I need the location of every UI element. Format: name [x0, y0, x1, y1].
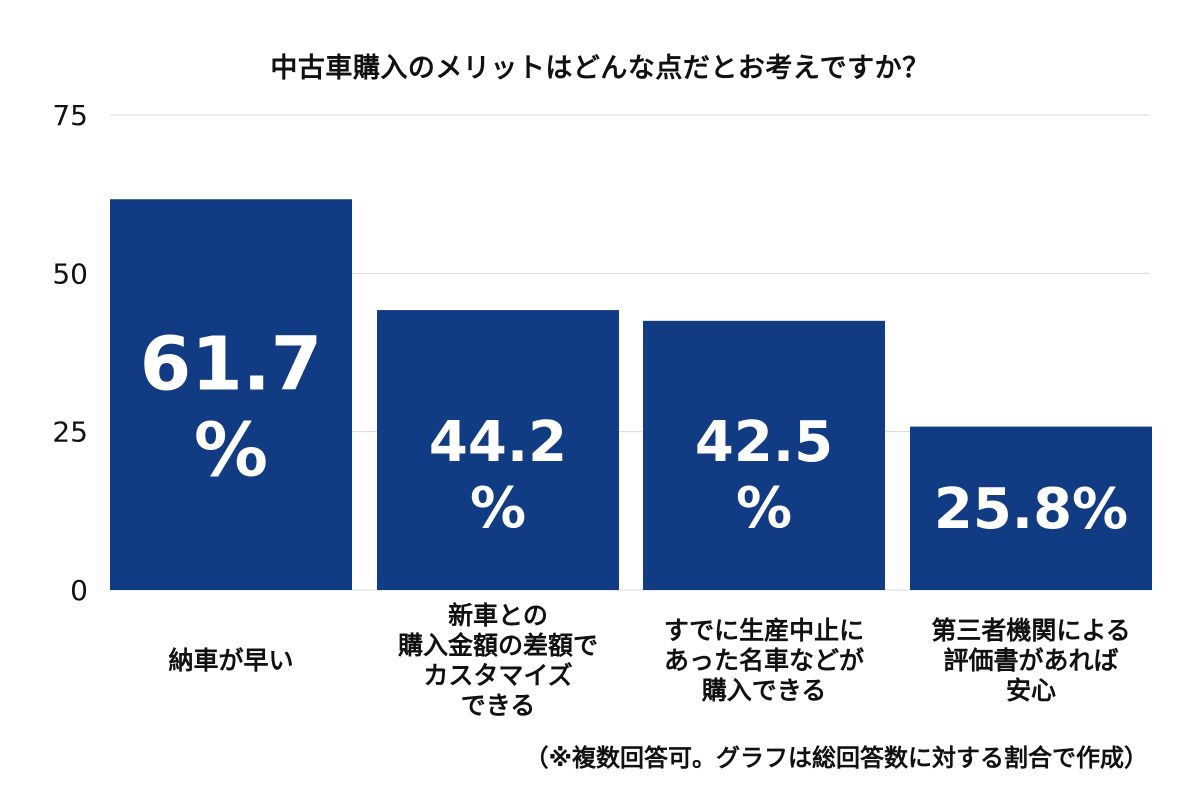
data-label: 61.7%: [140, 322, 323, 494]
data-label: 25.8%: [934, 477, 1128, 542]
data-label: 44.2%: [429, 410, 567, 541]
y-tick-label: 0: [70, 574, 88, 607]
data-label: 42.5%: [695, 410, 833, 541]
bar: [110, 199, 352, 590]
bar: [377, 310, 619, 590]
footnote: （※複数回答可。グラフは総回答数に対する割合で作成）: [524, 744, 1148, 772]
y-tick-label: 25: [52, 416, 88, 449]
bar: [910, 426, 1152, 590]
x-category-label: 新車との購入金額の差額でカスタマイズできる: [398, 601, 598, 720]
x-category-label: 納車が早い: [168, 646, 293, 675]
y-tick-label: 50: [52, 257, 88, 290]
x-category-label: すでに生産中止にあった名車などが購入できる: [664, 616, 864, 705]
y-tick-label: 75: [52, 99, 88, 132]
bar: [643, 320, 885, 590]
chart-title: 中古車購入のメリットはどんな点だとお考えですか？: [270, 53, 930, 84]
x-category-label: 第三者機関による評価書があれば安心: [931, 616, 1130, 705]
